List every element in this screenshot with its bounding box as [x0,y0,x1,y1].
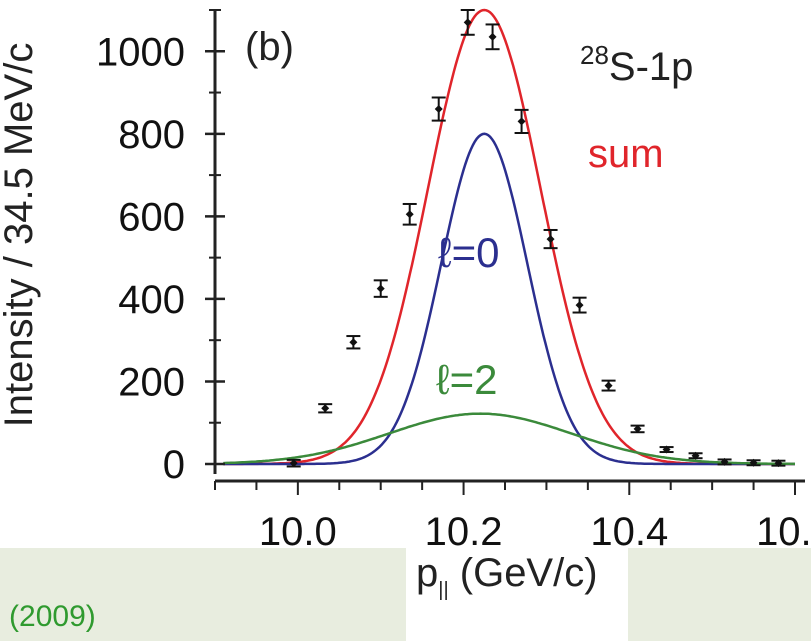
y-tick-label: 600 [118,195,185,239]
annotation-mass-number: 28 [580,40,609,70]
y-tick-label: 1000 [96,30,185,74]
x-tick-label: 10.6 [756,510,811,554]
data-point [488,32,497,41]
series-line-sum [223,8,795,466]
x-axis-title-main: p [416,551,438,595]
x-axis-title-unit: (GeV/c) [449,551,598,595]
x-tick-label: 10.2 [425,510,503,554]
data-point [289,459,298,468]
series-label-ℓ=0: ℓ=0 [438,229,499,276]
x-axis-title: p|| (GeV/c) [416,551,598,601]
y-tick-label: 400 [118,278,185,322]
data-point [633,424,642,433]
data-point [546,235,555,244]
series-label-ℓ=2: ℓ=2 [436,356,497,403]
data-points [286,9,786,468]
bottom-band [0,548,811,641]
y-axis-title: Intensity / 34.5 MeV/c [0,43,41,428]
y-tick-label: 800 [118,113,185,157]
footnote-text: 9 (2009) [0,600,96,633]
series-label-sum: sum [588,132,664,176]
series-line-ℓ=2 [223,412,795,466]
data-point [691,451,700,460]
panel-label: (b) [245,25,294,69]
data-point [575,301,584,310]
x-tick-label: 10.4 [590,510,668,554]
annotation-label: S-1p [609,45,694,89]
axes: 0 200 400 600 800 1000 10.0 10.2 10.4 10.6 [96,9,811,554]
model-curves: sum ℓ=0 ℓ=2 [223,8,795,466]
data-point [662,445,671,454]
data-point [349,338,358,347]
y-tick-label: 0 [163,443,185,487]
data-point [321,404,330,413]
data-point [749,458,758,467]
series-line-ℓ=0 [223,132,795,466]
y-tick-label: 200 [118,360,185,404]
data-point [720,457,729,466]
data-point [405,210,414,219]
data-point [517,117,526,126]
data-point [434,105,443,114]
data-point [376,284,385,293]
xlabel-box [406,548,628,641]
data-point [463,18,472,27]
x-tick-label: 10.0 [259,510,337,554]
data-point [774,459,783,468]
data-point [604,381,613,390]
nucleus-annotation: 28S-1p [580,40,693,89]
x-axis-title-sub: || [438,579,448,601]
